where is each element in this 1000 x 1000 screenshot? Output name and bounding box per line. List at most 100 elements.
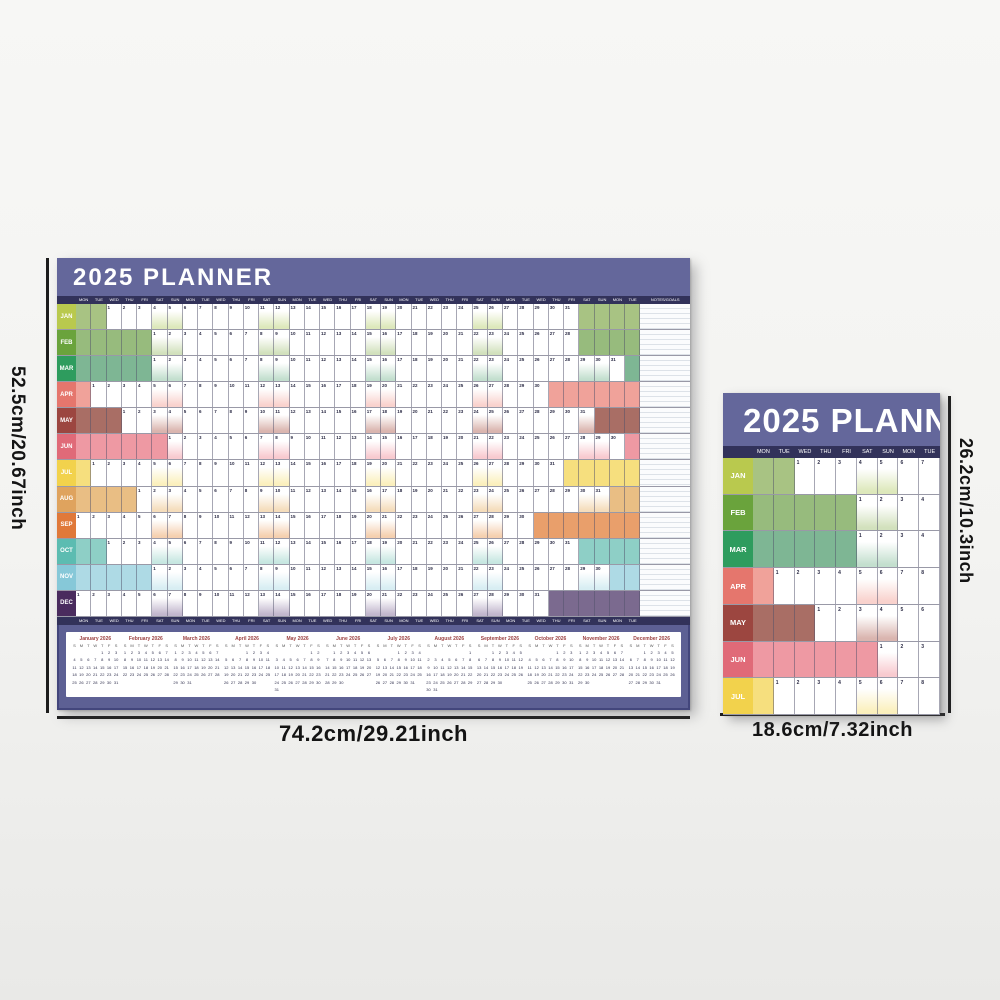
day-number: 1 — [796, 460, 800, 466]
day-number: 6 — [244, 435, 248, 441]
day-name-label: SUN — [384, 297, 393, 302]
day-name-label: MON — [505, 297, 516, 302]
day-cell: 21 — [381, 512, 397, 538]
mini-empty-cell — [483, 649, 490, 657]
day-cell: 23 — [457, 408, 473, 434]
day-number: 9 — [229, 539, 233, 545]
mini-day-letter: M — [180, 643, 185, 648]
day-cell: 13 — [304, 408, 320, 434]
day-cell: 5 — [182, 408, 198, 434]
mini-day-number: 29 — [555, 679, 560, 685]
day-cell: 8 — [213, 304, 229, 330]
mini-day-number: 17 — [274, 672, 279, 677]
day-number: 30 — [549, 539, 555, 545]
day-cell: 12 — [243, 512, 259, 538]
day-cell — [121, 434, 137, 460]
mini-day-number: 11 — [281, 664, 286, 670]
day-cell: 5 — [198, 486, 214, 512]
day-cell: 14 — [289, 460, 305, 486]
mini-day-number: 27 — [295, 679, 300, 685]
mini-calendar-panel: January 2026 S M T W T F S 1 2 3 4 5 6 7 8 9 10 11 12 13 14 15… — [57, 625, 690, 710]
mini-day-number: 20 — [230, 672, 236, 677]
mini-day-number: 6 — [209, 649, 212, 655]
mini-day-number: 5 — [519, 649, 522, 655]
day-name-label: FRI — [248, 297, 255, 302]
day-cell: 14 — [365, 434, 381, 460]
day-number: 7 — [900, 680, 904, 687]
mini-day-number: 12 — [201, 657, 206, 662]
day-cell — [137, 434, 153, 460]
day-number: 3 — [122, 383, 126, 389]
day-cell: 21 — [411, 538, 427, 564]
day-cell: 6 — [152, 512, 168, 538]
month-column-spacer — [57, 296, 76, 304]
day-number: 26 — [504, 409, 510, 415]
day-number: 18 — [351, 461, 357, 467]
mini-day-number: 30 — [251, 679, 257, 685]
mini-day-number: 19 — [670, 664, 675, 670]
day-number: 13 — [336, 565, 342, 571]
mini-day-number: 26 — [150, 672, 156, 677]
day-number: 10 — [244, 539, 250, 545]
mini-day-number: 24 — [591, 672, 597, 677]
mini-day-number: 27 — [230, 679, 236, 685]
mini-month-title: May 2026 — [286, 636, 309, 642]
mini-day-letter: T — [289, 643, 292, 648]
mini-day-number: 14 — [460, 664, 466, 670]
month-label: JUN — [57, 434, 76, 460]
mini-day-number: 10 — [258, 657, 264, 662]
mini-day-letter: S — [477, 643, 481, 648]
day-number: 17 — [321, 513, 327, 519]
big-planner-title: 2025 PLANNER — [57, 258, 690, 296]
day-cell: 15 — [350, 486, 366, 512]
mini-day-letter: W — [548, 643, 553, 648]
mini-day-number: 9 — [563, 657, 566, 662]
day-cell: 27 — [503, 304, 519, 330]
day-cell: 25 — [442, 590, 458, 616]
mini-day-number: 12 — [79, 664, 84, 670]
day-number: 9 — [275, 565, 278, 571]
day-cell — [106, 434, 122, 460]
day-cell: 9 — [274, 564, 290, 590]
day-name-label: FRI — [568, 297, 575, 302]
notes-cell — [640, 330, 690, 356]
day-cell: 4 — [167, 408, 183, 434]
day-number: 17 — [336, 461, 342, 467]
day-cell — [91, 564, 107, 590]
day-cell: 19 — [426, 356, 442, 382]
day-cell: 11 — [320, 434, 336, 460]
day-number: 10 — [229, 461, 235, 467]
day-cell — [91, 408, 107, 434]
mini-day-number: 3 — [570, 649, 573, 655]
day-cell — [625, 408, 641, 434]
day-cell — [152, 434, 168, 460]
mini-month-title: October 2026 — [534, 636, 567, 642]
day-number: 5 — [214, 357, 217, 363]
day-number: 29 — [580, 357, 586, 363]
mini-day-number: 28 — [389, 679, 395, 685]
day-number: 12 — [321, 331, 327, 337]
day-cell — [856, 641, 878, 678]
day-cell: 24 — [426, 590, 442, 616]
mini-day-grid: S M T W T F S 1 2 3 4 5 6 7 8 9 10 11 12 13 14 15 16 17 18 19 20 21… — [577, 643, 626, 686]
day-cell: 14 — [304, 538, 320, 564]
day-number: 20 — [382, 383, 388, 389]
day-cell: 7 — [167, 590, 183, 616]
mini-month-calendar: September 2026 S M T W T F S 1 2 3 4 5 6 7 8 9 10 11 12 13 14… — [476, 636, 525, 693]
day-number: 22 — [443, 409, 449, 415]
mini-day-number: 3 — [188, 649, 191, 655]
mini-day-number: 6 — [629, 657, 632, 662]
mini-day-number: 16 — [426, 672, 431, 677]
mini-day-number: 22 — [309, 672, 314, 677]
day-cell: 4 — [919, 531, 940, 568]
day-cell: 9 — [228, 304, 244, 330]
day-cell: 8 — [213, 538, 229, 564]
mini-day-number: 26 — [201, 672, 206, 677]
day-cell: 25 — [533, 434, 549, 460]
day-number: 1 — [107, 305, 111, 310]
day-number: 3 — [122, 461, 126, 467]
day-cell: 10 — [274, 486, 290, 512]
day-cell: 21 — [396, 460, 412, 486]
day-number: 16 — [321, 461, 327, 467]
